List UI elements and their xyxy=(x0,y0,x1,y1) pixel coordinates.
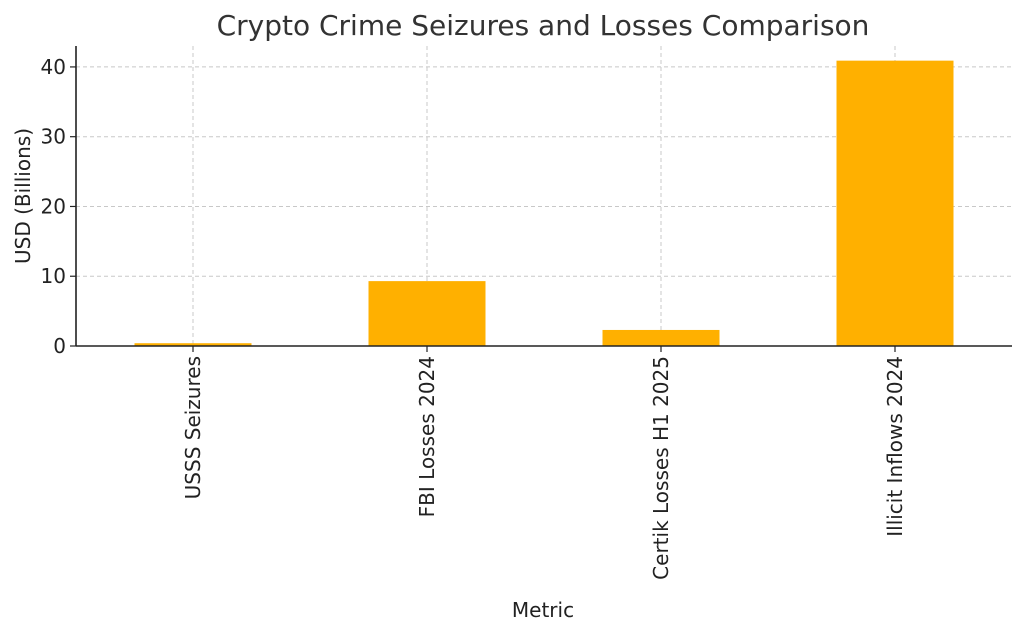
y-ticks: 0 10 20 30 40 xyxy=(41,55,76,358)
x-tick-label: USSS Seizures xyxy=(181,356,205,499)
y-tick-label: 10 xyxy=(41,264,66,288)
x-tick-label: Illicit Inflows 2024 xyxy=(883,356,907,537)
x-tick-label: FBI Losses 2024 xyxy=(415,356,439,517)
x-ticks: USSS Seizures FBI Losses 2024 Certik Losse… xyxy=(181,346,907,580)
x-tick-label: Certik Losses H1 2025 xyxy=(649,356,673,580)
y-axis-label: USD (Billions) xyxy=(11,128,35,264)
axes xyxy=(75,46,1012,347)
y-tick-label: 30 xyxy=(41,125,66,149)
y-tick-label: 20 xyxy=(41,194,66,218)
bars xyxy=(134,60,954,347)
x-axis-label: Metric xyxy=(512,598,574,622)
chart-title: Crypto Crime Seizures and Losses Compari… xyxy=(217,9,870,42)
bar xyxy=(602,329,720,346)
y-tick-label: 0 xyxy=(53,334,66,358)
bar xyxy=(368,281,486,346)
bar xyxy=(836,60,954,347)
y-tick-label: 40 xyxy=(41,55,66,79)
bar xyxy=(134,343,252,346)
